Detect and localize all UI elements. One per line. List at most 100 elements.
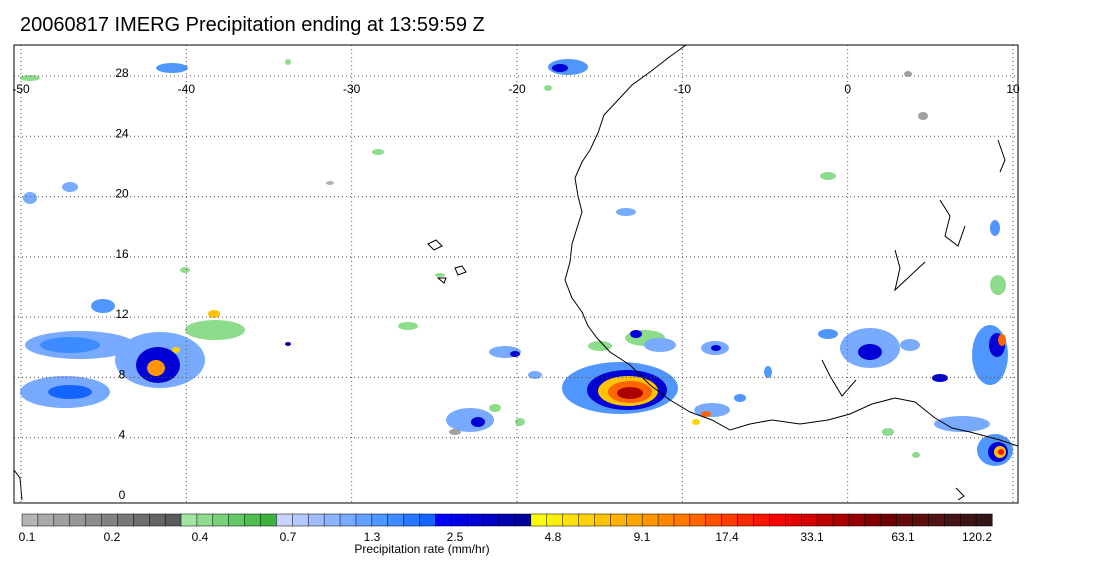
rain-cell	[185, 320, 245, 340]
rain-cell	[544, 85, 552, 91]
rain-cell	[552, 64, 568, 72]
colorbar-swatch	[880, 513, 898, 527]
latitude-tick-label: 20	[115, 187, 129, 201]
colorbar-label: Precipitation rate (mm/hr)	[354, 542, 489, 556]
map-grid	[14, 45, 1018, 503]
colorbar-swatch	[753, 513, 770, 527]
latitude-tick-label: 24	[115, 126, 129, 140]
colorbar-tick-label: 17.4	[715, 530, 739, 544]
rain-cell	[326, 181, 334, 185]
colorbar-swatch	[403, 513, 421, 527]
colorbar-tick-label: 120.2	[962, 530, 992, 544]
colorbar-swatch	[832, 513, 850, 527]
lake-outline	[997, 139, 1006, 173]
colorbar-swatch	[530, 513, 548, 527]
longitude-tick-labels: -50 -40 -30 -20 -10 0 10	[12, 82, 1020, 96]
rain-cell	[764, 366, 772, 378]
africa-coastline	[564, 45, 1018, 447]
colorbar-swatch	[435, 513, 452, 527]
lake-outline	[894, 249, 926, 292]
longitude-tick-label: -40	[178, 82, 196, 96]
colorbar-swatch	[498, 513, 516, 527]
precipitation-field	[20, 59, 1013, 466]
colorbar-swatch	[626, 513, 643, 527]
colorbar-swatch	[514, 513, 532, 527]
colorbar-swatch	[101, 513, 118, 527]
colorbar-swatch	[180, 513, 198, 527]
colorbar-tick-label: 2.5	[447, 530, 464, 544]
rain-cell	[372, 149, 384, 155]
rain-cell	[934, 416, 990, 432]
colorbar-swatch	[371, 513, 389, 527]
rain-cell	[998, 334, 1006, 346]
rain-cell	[616, 208, 636, 216]
rain-cell	[900, 339, 920, 351]
rain-cell	[932, 374, 948, 382]
colorbar-swatch	[117, 513, 134, 527]
colorbar-swatch	[816, 513, 834, 527]
colorbar-swatch	[912, 513, 929, 527]
colorbar-swatch	[85, 513, 103, 527]
colorbar-swatch	[944, 513, 961, 527]
colorbar-swatch	[546, 513, 564, 527]
colorbar-swatch	[737, 513, 755, 527]
colorbar-swatch	[244, 513, 262, 527]
colorbar-swatch	[21, 513, 39, 527]
island-outline	[14, 469, 23, 501]
map-frame	[13, 44, 1019, 504]
rain-cell	[711, 345, 721, 351]
colorbar-swatch	[148, 513, 166, 527]
rain-cell	[147, 360, 165, 376]
colorbar-swatch	[276, 513, 293, 527]
island-outline	[454, 265, 467, 276]
rain-cell	[734, 394, 746, 402]
colorbar-tick-label: 33.1	[800, 530, 824, 544]
colorbar-swatch	[928, 513, 945, 527]
colorbar-swatch	[848, 513, 866, 527]
rain-cell	[91, 299, 115, 313]
rain-cell	[972, 325, 1008, 385]
longitude-tick-label: 10	[1006, 82, 1020, 96]
colorbar-tick-label: 63.1	[891, 530, 915, 544]
latitude-tick-label: 8	[119, 367, 126, 381]
colorbar-swatch	[785, 513, 802, 527]
colorbar-swatch	[562, 513, 580, 527]
lake-outline	[939, 199, 966, 247]
colorbar-swatch	[800, 513, 818, 527]
coastline	[14, 45, 1018, 501]
rain-cell	[285, 59, 291, 65]
colorbar-swatch	[721, 513, 739, 527]
colorbar-swatch	[451, 513, 468, 527]
rain-cell	[48, 385, 92, 399]
lake-outline	[821, 359, 857, 397]
colorbar-swatch	[307, 513, 325, 527]
rain-cell	[62, 182, 78, 192]
colorbar-swatch	[196, 513, 214, 527]
colorbar-swatch	[705, 513, 723, 527]
colorbar-tick-label: 0.4	[192, 530, 209, 544]
colorbar-swatch	[323, 513, 341, 527]
latitude-tick-label: 16	[115, 247, 129, 261]
rain-cell	[990, 220, 1000, 236]
rain-cell	[912, 452, 920, 458]
colorbar-swatch	[355, 513, 373, 527]
colorbar-swatch	[594, 513, 611, 527]
rain-cell	[435, 273, 445, 277]
map-title: 20060817 IMERG Precipitation ending at 1…	[20, 14, 485, 36]
rain-cell	[990, 275, 1006, 295]
colorbar-swatch	[769, 513, 786, 527]
rain-cell	[882, 428, 894, 436]
rain-cell	[489, 404, 501, 412]
colorbar-tick-label: 0.1	[19, 530, 36, 544]
rain-cell	[515, 418, 525, 426]
rain-cell	[820, 172, 836, 180]
rain-cell	[510, 351, 520, 357]
colorbar-swatch	[419, 513, 436, 527]
colorbar-swatch	[896, 513, 914, 527]
rain-cell	[998, 449, 1004, 455]
colorbar-tick-label: 9.1	[634, 530, 651, 544]
colorbar-tick-label: 1.3	[364, 530, 381, 544]
rain-cell	[471, 417, 485, 427]
colorbar-tick-label: 0.2	[104, 530, 121, 544]
